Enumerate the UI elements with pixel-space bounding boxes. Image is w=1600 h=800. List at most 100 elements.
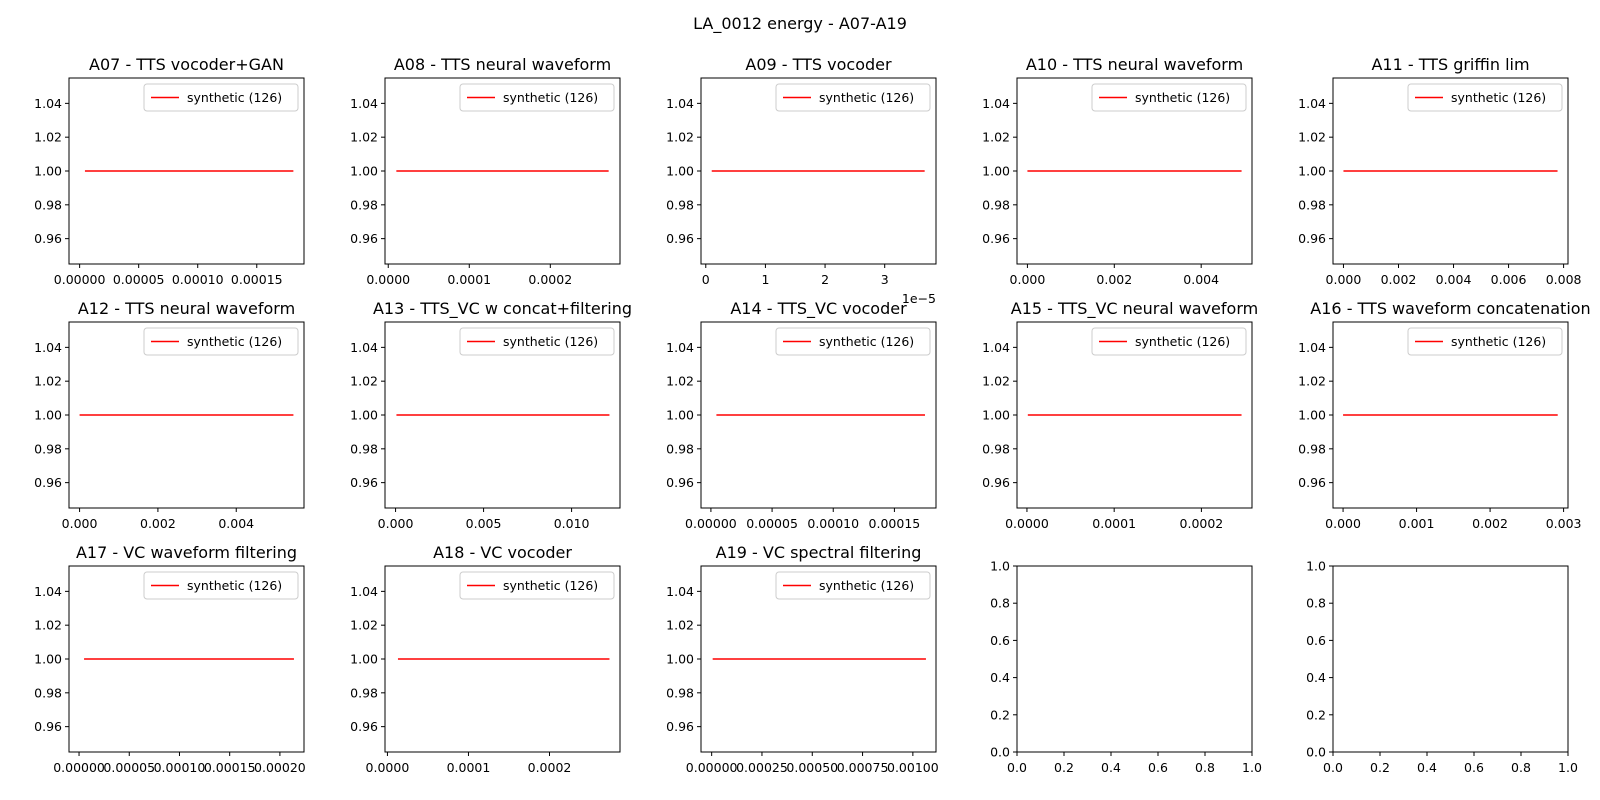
legend-box — [775, 327, 931, 356]
subplot-4: A10 - TTS neural waveform 0.96 0.98 1.00 1.0… — [982, 55, 1253, 287]
x-tick-label: 0.0002 — [528, 272, 572, 287]
legend: synthetic (126) — [775, 83, 931, 112]
y-tick-label: 1.00 — [1298, 408, 1326, 423]
y-tick-label: 0.98 — [1298, 441, 1326, 456]
subplot-title: A13 - TTS_VC w concat+filtering — [373, 299, 632, 319]
legend: synthetic (126) — [775, 327, 931, 356]
y-tick-label: 1.02 — [350, 618, 378, 633]
x-tick-label: 0.00020 — [254, 760, 306, 775]
y-tick-label: 0.0 — [990, 745, 1010, 760]
legend-box — [143, 571, 299, 600]
legend-box — [143, 83, 299, 112]
x-offset-label: 1e−5 — [902, 291, 936, 306]
y-tick-label: 1.00 — [982, 164, 1010, 179]
subplot-7: A13 - TTS_VC w concat+filtering 0.96 0.98 1… — [350, 299, 632, 531]
subplot-title: A10 - TTS neural waveform — [1026, 55, 1243, 74]
subplot-1: A07 - TTS vocoder+GAN 0.96 0.98 1.00 1.02 1.0… — [34, 55, 305, 287]
legend-label: synthetic (126) — [819, 334, 914, 349]
x-tick-label: 0.00005 — [113, 272, 165, 287]
legend: synthetic (126) — [459, 83, 615, 112]
y-tick-label: 0.4 — [990, 670, 1010, 685]
y-tick-label: 0.98 — [666, 685, 694, 700]
legend-label: synthetic (126) — [1135, 90, 1230, 105]
subplot-15: 0.0 0.2 0.4 0.6 0.8 1.0 0.0 0.2 0.4 0.6 0.8 1.0 — [1306, 559, 1578, 776]
x-tick-label: 0.004 — [1436, 272, 1472, 287]
x-tick-label: 0.0001 — [447, 760, 491, 775]
x-tick-label: 0.8 — [1195, 760, 1215, 775]
subplot-title: A09 - TTS vocoder — [745, 55, 892, 74]
subplot-title: A17 - VC waveform filtering — [76, 543, 297, 562]
x-tick-label: 0.4 — [1101, 760, 1121, 775]
x-tick-label: 0.00005 — [746, 516, 798, 531]
axes-frame — [1332, 565, 1569, 753]
legend-label: synthetic (126) — [819, 90, 914, 105]
y-tick-label: 0.0 — [1306, 745, 1326, 760]
x-tick-label: 0.001 — [1399, 516, 1435, 531]
x-tick-label: 0.4 — [1417, 760, 1437, 775]
y-tick-label: 1.04 — [666, 96, 694, 111]
x-tick-label: 0.000 — [62, 516, 98, 531]
y-tick-label: 0.98 — [34, 685, 62, 700]
y-tick-label: 0.96 — [982, 231, 1010, 246]
x-tick-label: 0.0001 — [447, 272, 491, 287]
y-tick-label: 1.02 — [982, 374, 1010, 389]
subplot-title: A19 - VC spectral filtering — [716, 543, 922, 562]
y-tick-label: 1.00 — [1298, 164, 1326, 179]
x-tick-label: 0.6 — [1148, 760, 1168, 775]
x-tick-label: 0.004 — [1183, 272, 1219, 287]
y-tick-label: 1.00 — [666, 408, 694, 423]
y-tick-label: 0.98 — [350, 197, 378, 212]
x-tick-label: 0 — [702, 272, 710, 287]
x-tick-label: 0.00010 — [154, 760, 206, 775]
y-tick-label: 0.96 — [1298, 231, 1326, 246]
y-tick-label: 0.4 — [1306, 670, 1326, 685]
x-tick-label: 0.6 — [1464, 760, 1484, 775]
legend: synthetic (126) — [775, 571, 931, 600]
subplot-title: A12 - TTS neural waveform — [78, 299, 295, 318]
x-tick-label: 0.0001 — [1092, 516, 1136, 531]
legend-box — [459, 571, 615, 600]
y-tick-label: 0.96 — [666, 475, 694, 490]
y-tick-label: 0.98 — [1298, 197, 1326, 212]
x-tick-label: 0.2 — [1054, 760, 1074, 775]
x-tick-label: 3 — [881, 272, 889, 287]
x-tick-label: 0.2 — [1370, 760, 1390, 775]
y-tick-label: 0.96 — [350, 719, 378, 734]
x-tick-label: 0.00000 — [53, 760, 105, 775]
subplot-title: A07 - TTS vocoder+GAN — [89, 55, 284, 74]
x-tick-label: 0.0002 — [528, 760, 572, 775]
legend-label: synthetic (126) — [503, 90, 598, 105]
x-tick-label: 0.003 — [1546, 516, 1582, 531]
x-tick-label: 1.0 — [1558, 760, 1578, 775]
x-tick-label: 0.0000 — [366, 760, 410, 775]
y-tick-label: 1.04 — [666, 584, 694, 599]
x-tick-label: 0.00100 — [887, 760, 939, 775]
x-tick-label: 0.00015 — [869, 516, 921, 531]
x-tick-label: 0.0000 — [1005, 516, 1049, 531]
x-tick-label: 0.00000 — [54, 272, 106, 287]
subplot-8: A14 - TTS_VC vocoder 0.96 0.98 1.00 1.02 1.04… — [666, 299, 937, 531]
x-tick-label: 0.8 — [1511, 760, 1531, 775]
y-tick-label: 0.2 — [1306, 707, 1326, 722]
subplot-title: A14 - TTS_VC vocoder — [730, 299, 907, 319]
y-tick-label: 1.04 — [666, 340, 694, 355]
y-tick-label: 1.02 — [350, 130, 378, 145]
axes-frame — [1016, 565, 1253, 753]
legend-box — [1091, 83, 1247, 112]
x-tick-label: 0.004 — [218, 516, 254, 531]
y-tick-label: 1.00 — [666, 652, 694, 667]
x-tick-label: 0.0000 — [366, 272, 410, 287]
x-tick-label: 0.00075 — [837, 760, 889, 775]
legend-label: synthetic (126) — [187, 578, 282, 593]
y-tick-label: 1.04 — [34, 340, 62, 355]
y-tick-label: 0.98 — [350, 685, 378, 700]
x-tick-label: 0.002 — [140, 516, 176, 531]
x-tick-label: 0.006 — [1491, 272, 1527, 287]
x-tick-label: 0.0 — [1323, 760, 1343, 775]
legend: synthetic (126) — [143, 327, 299, 356]
legend: synthetic (126) — [1091, 327, 1247, 356]
x-tick-label: 0.00000 — [685, 516, 737, 531]
y-tick-label: 1.00 — [34, 652, 62, 667]
x-tick-label: 0.00015 — [231, 272, 283, 287]
legend-box — [775, 83, 931, 112]
